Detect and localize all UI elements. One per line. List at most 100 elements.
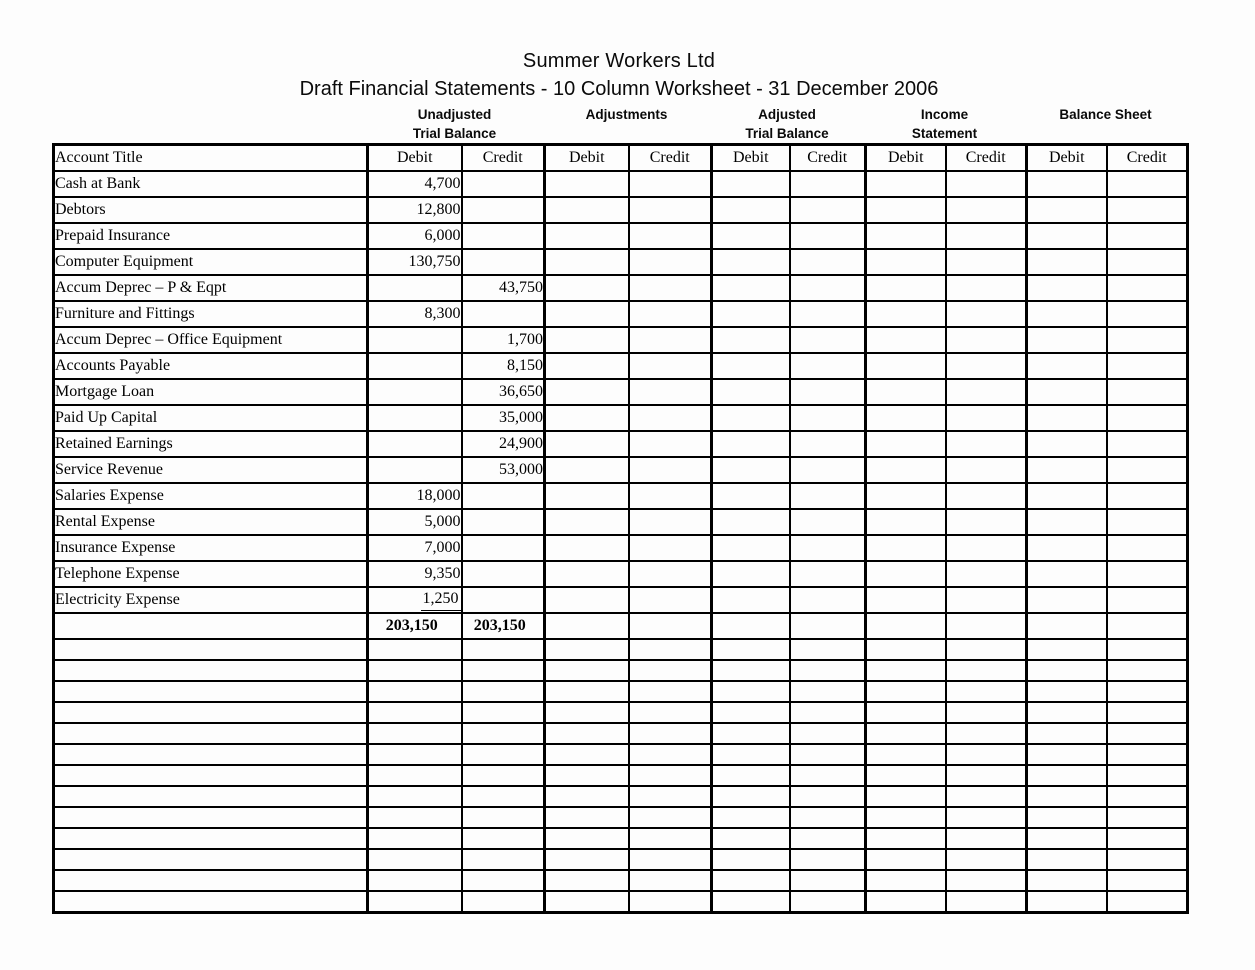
empty-cell [944, 638, 1028, 661]
empty-cell [1025, 827, 1108, 850]
empty-cell [627, 764, 713, 787]
amount-cell [1105, 456, 1189, 484]
amount-cell [944, 170, 1028, 198]
account-title-cell: Furniture and Fittings [52, 300, 369, 328]
amount-cell [788, 456, 867, 484]
empty-cell [788, 680, 867, 703]
amount-cell [864, 300, 947, 328]
balance-credit-header: Credit [1105, 143, 1189, 172]
empty-cell [543, 722, 630, 745]
amount-cell [1025, 248, 1108, 276]
amount-cell [460, 170, 546, 198]
empty-cell [627, 806, 713, 829]
empty-cell [52, 848, 369, 871]
amount-cell [1105, 534, 1189, 562]
empty-cell [864, 680, 947, 703]
empty-cell [1025, 785, 1108, 808]
account-row: Debtors 12,800 [52, 196, 1189, 224]
empty-row [52, 806, 1189, 829]
amount-cell [864, 326, 947, 354]
amount-cell [1105, 586, 1189, 614]
adjusted-credit-header: Credit [788, 143, 867, 172]
amount-cell [710, 508, 791, 536]
amount-cell [1025, 586, 1108, 614]
amount-cell [366, 352, 463, 380]
amount-cell [1025, 352, 1108, 380]
empty-cell [710, 806, 791, 829]
adjustments-debit-header: Debit [543, 143, 630, 172]
empty-cell [627, 827, 713, 850]
amount-cell [944, 326, 1028, 354]
amount-cell [710, 456, 791, 484]
amount-cell [627, 508, 713, 536]
empty-cell [944, 680, 1028, 703]
empty-cell [460, 743, 546, 766]
amount-cell [788, 170, 867, 198]
empty-cell [1025, 848, 1108, 871]
amount-cell [366, 326, 463, 354]
amount-cell [944, 586, 1028, 614]
totals-amount-cell [543, 612, 630, 640]
amount-cell [366, 274, 463, 302]
amount-cell [710, 274, 791, 302]
empty-row [52, 638, 1189, 661]
group-label-line: Balance Sheet [1059, 107, 1152, 122]
amount-cell: 43,750 [460, 274, 546, 302]
totals-spacer-cell [52, 612, 369, 640]
amount-cell [864, 508, 947, 536]
amount-cell [543, 430, 630, 458]
account-row: Computer Equipment 130,750 [52, 248, 1189, 276]
empty-cell [52, 680, 369, 703]
empty-cell [710, 701, 791, 724]
empty-cell [543, 659, 630, 682]
amount-cell [460, 222, 546, 250]
amount-cell: 24,900 [460, 430, 546, 458]
empty-cell [788, 743, 867, 766]
account-row: Service Revenue 53,000 [52, 456, 1189, 484]
empty-cell [710, 869, 791, 892]
empty-cell [1105, 680, 1189, 703]
account-title-cell: Service Revenue [52, 456, 369, 484]
empty-cell [788, 785, 867, 808]
amount-cell [627, 456, 713, 484]
account-row: Cash at Bank 4,700 [52, 170, 1189, 198]
adjusted-debit-header: Debit [710, 143, 791, 172]
amount-cell [944, 430, 1028, 458]
document-title: Summer Workers Ltd [522, 50, 716, 72]
empty-cell [944, 785, 1028, 808]
empty-cell [710, 764, 791, 787]
empty-cell [1105, 701, 1189, 724]
account-title-header: Account Title [52, 143, 369, 172]
income-debit-header: Debit [864, 143, 947, 172]
empty-cell [52, 827, 369, 850]
amount-cell [710, 196, 791, 224]
amount-cell [864, 274, 947, 302]
totals-amount-cell [710, 612, 791, 640]
empty-cell [627, 659, 713, 682]
group-label-line: Adjustments [585, 107, 668, 122]
empty-cell [1025, 680, 1108, 703]
amount-cell [944, 300, 1028, 328]
empty-cell [944, 659, 1028, 682]
empty-cell [944, 890, 1028, 914]
amount-cell: 8,300 [366, 300, 463, 328]
amount-cell [864, 430, 947, 458]
amount-cell [864, 170, 947, 198]
empty-cell [627, 722, 713, 745]
amount-cell [627, 300, 713, 328]
column-group-headers: Unadjusted Trial Balance Adjustments Adj… [52, 105, 1186, 143]
document-subtitle: Draft Financial Statements - 10 Column W… [299, 78, 939, 100]
amount-cell [1025, 196, 1108, 224]
amount-cell [788, 300, 867, 328]
empty-row [52, 680, 1189, 703]
account-title-cell: Electricity Expense [52, 586, 369, 614]
account-row: Accum Deprec – Office Equipment 1,700 [52, 326, 1189, 354]
amount-cell [1105, 482, 1189, 510]
empty-cell [944, 869, 1028, 892]
group-label-line [543, 124, 710, 143]
amount-cell [543, 274, 630, 302]
amount-cell [1025, 404, 1108, 432]
group-label-line [1025, 124, 1186, 143]
empty-cell [460, 659, 546, 682]
